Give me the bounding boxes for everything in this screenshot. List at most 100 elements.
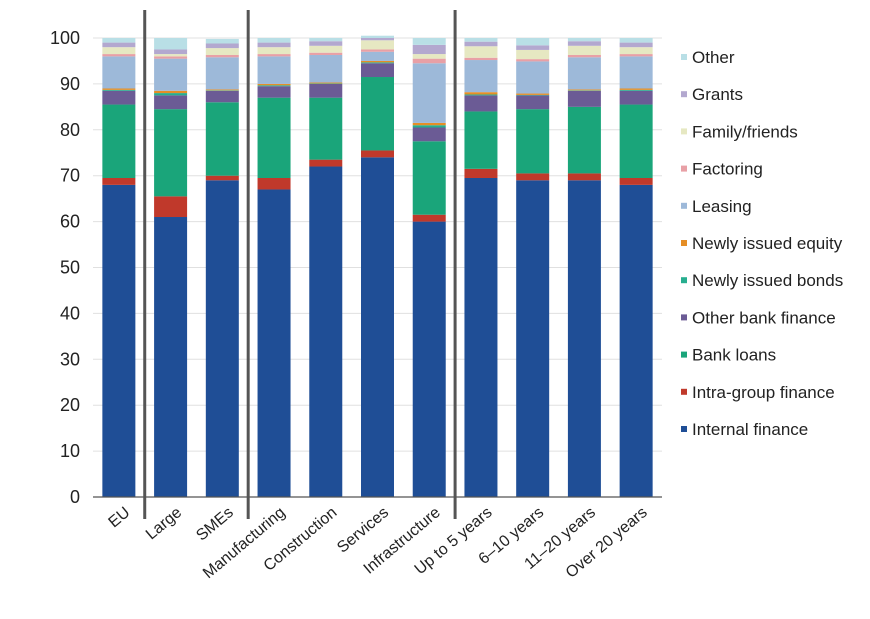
bar-manufacturing-bank-loans [257,97,291,178]
bar-over-20-years-factoring [619,54,653,57]
legend-label-factoring: Factoring [692,160,763,179]
bar-11-20-years-intra-group-finance [567,173,601,181]
bar-construction-bank-loans [309,97,343,160]
legend-swatch-intra-group-finance [681,388,687,395]
x-axis-labels: EU Large SMEsManufacturingConstructionServ… [105,504,650,582]
bar-over-20-years-leasing [619,56,653,89]
bar-services-leasing [361,51,394,61]
bar-infrastructure-other [412,38,446,45]
bar-up-to-5-years-other-bank-finance [464,95,498,112]
bar-over-20-years-internal-finance [619,184,653,497]
bar-large-family-friends [154,54,188,57]
legend-label-family-friends: Family/friends [692,122,798,141]
legend-label-leasing: Leasing [692,197,752,216]
bar-6-10-years-leasing [516,61,550,94]
bar-up-to-5-years-internal-finance [464,177,498,497]
bar-up-to-5-years-factoring [464,57,498,61]
bar-services-bank-loans [361,77,394,151]
bar-manufacturing-intra-group-finance [257,177,291,190]
legend-swatch-bank-loans [681,351,687,358]
legend-swatch-other [681,54,687,60]
bar-over-20-years-other-bank-finance [619,90,653,105]
bar-eu-other [102,38,136,43]
bar-services-other-bank-finance [361,63,394,78]
bar-manufacturing-internal-finance [257,189,291,497]
bar-up-to-5-years-leasing [464,60,498,93]
group-separators [143,10,457,519]
bar-6-10-years-newly-issued-equity [516,93,550,95]
bar-infrastructure-newly-issued-equity [412,122,446,126]
bar-services-newly-issued-equity [361,60,394,63]
bar-6-10-years-grants [516,45,550,50]
bar-smes-other-bank-finance [205,90,239,103]
bar-manufacturing-other-bank-finance [257,86,291,98]
bar-construction-intra-group-finance [309,159,343,167]
bar-eu-factoring [102,54,136,57]
y-tick-label-20: 20 [60,395,80,415]
bar-eu-bank-loans [102,104,136,178]
bar-large-leasing [154,58,188,91]
bar-11-20-years-newly-issued-equity [567,89,601,91]
bar-6-10-years-internal-finance [516,180,550,498]
bar-services-newly-issued-bonds [361,62,394,64]
y-tick-label-70: 70 [60,166,80,186]
bar-over-20-years-newly-issued-equity [619,88,653,90]
bar-eu-family-friends [102,47,136,55]
bar-11-20-years-other-bank-finance [567,90,601,107]
bar-infrastructure-leasing [412,63,446,123]
bar-eu-newly-issued-equity [102,88,136,90]
x-tick-label-large: Large [143,504,185,543]
bar-large-bank-loans [154,109,188,197]
bar-infrastructure-other-bank-finance [412,127,446,142]
bar-manufacturing-family-friends [257,47,291,55]
bar-smes-factoring [205,54,239,58]
bar-eu-intra-group-finance [102,177,136,185]
bar-11-20-years-family-friends [567,45,601,55]
bar-over-20-years-family-friends [619,47,653,55]
bar-smes-bank-loans [205,102,239,176]
bar-11-20-years-internal-finance [567,180,601,498]
bar-construction-grants [309,41,343,46]
bar-construction-family-friends [309,45,343,53]
bar-over-20-years-newly-issued-bonds [619,89,653,91]
bar-11-20-years-leasing [567,57,601,90]
bar-large-newly-issued-bonds [154,93,188,96]
bar-manufacturing-other [257,38,291,43]
bar-infrastructure-factoring [412,58,446,64]
bar-over-20-years-intra-group-finance [619,177,653,185]
legend: Other Grants Family/friends Factoring Leasin… [681,48,843,439]
bar-manufacturing-newly-issued-equity [257,83,291,86]
bar-large-other [154,38,188,50]
legend-label-intra-group-finance: Intra-group finance [692,383,835,402]
bar-smes-other [205,38,239,44]
bar-construction-other-bank-finance [309,83,343,98]
legend-label-grants: Grants [692,85,743,104]
legend-swatch-factoring [681,165,687,172]
bar-services-intra-group-finance [361,150,394,158]
legend-label-newly-issued-equity: Newly issued equity [692,234,843,253]
legend-swatch-leasing [681,202,687,209]
bars [102,35,653,498]
bar-6-10-years-factoring [516,59,550,62]
legend-label-newly-issued-bonds: Newly issued bonds [692,271,843,290]
y-tick-label-10: 10 [60,441,80,461]
legend-swatch-grants [681,91,687,98]
x-tick-label-smes: SMEs [193,504,237,544]
bar-infrastructure-intra-group-finance [412,214,446,222]
bar-6-10-years-family-friends [516,49,550,60]
legend-swatch-newly-issued-equity [681,240,687,246]
x-tick-label-eu: EU [105,504,133,531]
bar-large-internal-finance [154,217,188,497]
y-tick-label-40: 40 [60,303,80,323]
bar-infrastructure-internal-finance [412,221,446,497]
bar-services-family-friends [361,40,394,50]
bar-over-20-years-bank-loans [619,104,653,178]
bar-large-factoring [154,56,188,59]
legend-label-bank-loans: Bank loans [692,346,776,365]
bar-large-intra-group-finance [154,196,188,218]
bar-11-20-years-factoring [567,54,601,58]
bar-eu-leasing [102,56,136,89]
bar-services-other [361,35,394,38]
bar-construction-other [309,38,343,42]
